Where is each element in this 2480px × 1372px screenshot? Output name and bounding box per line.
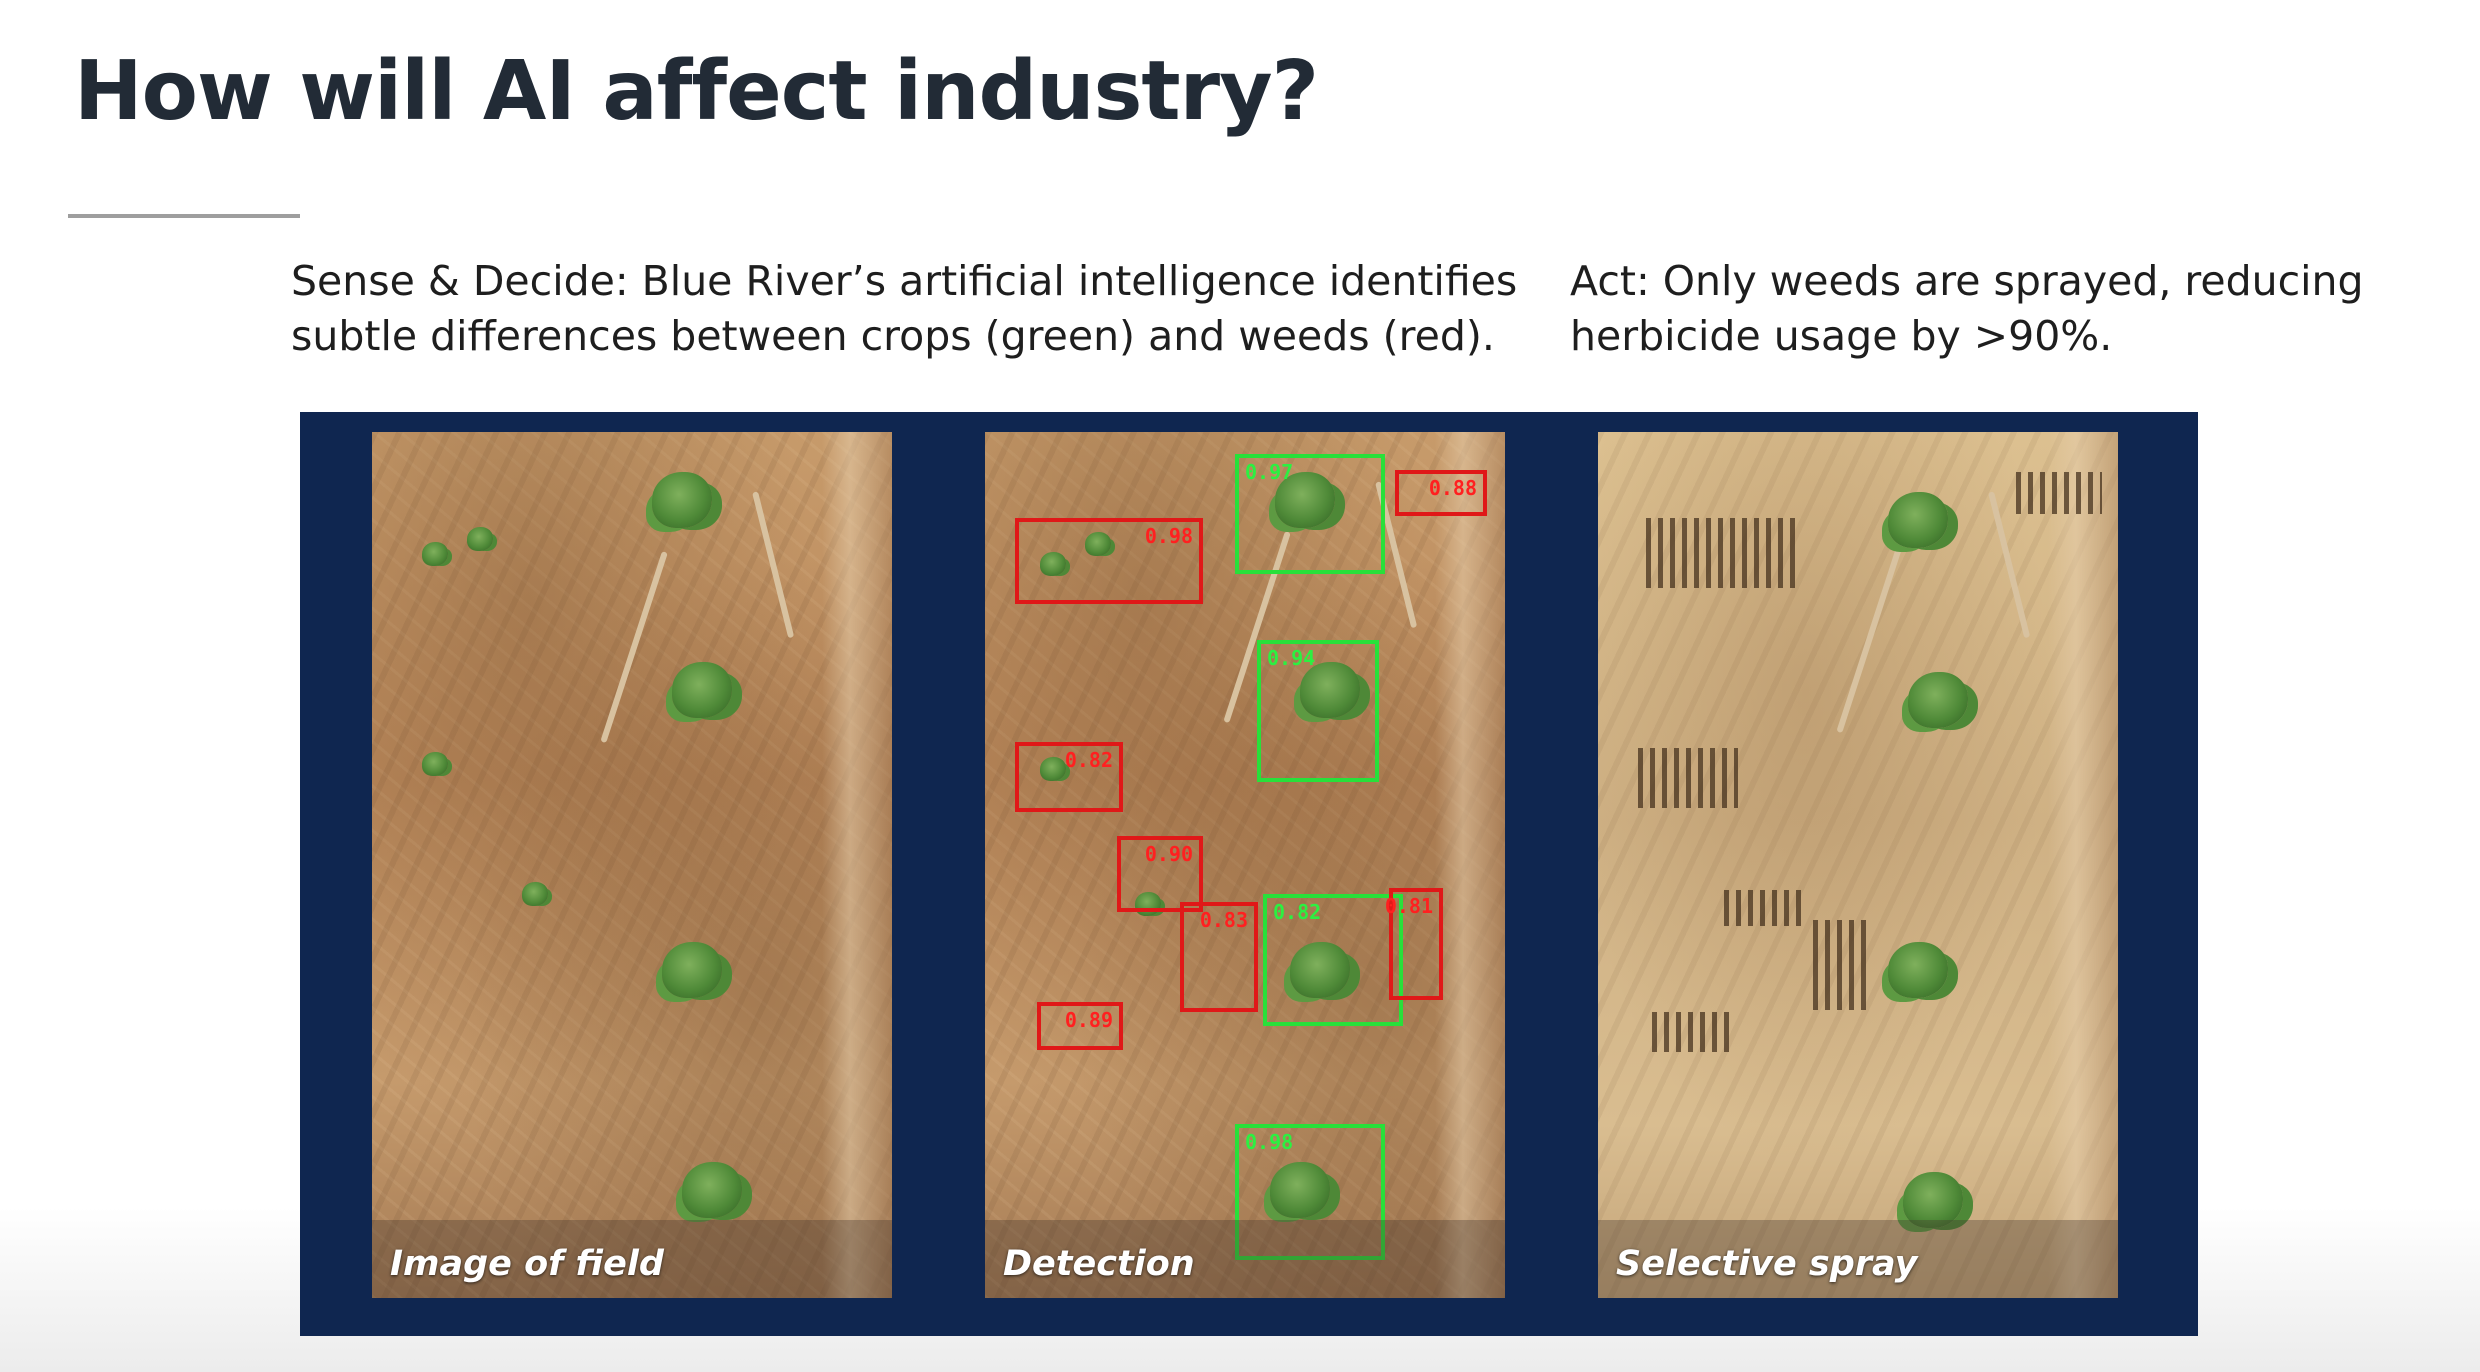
title-underline bbox=[68, 214, 300, 218]
weed-plant bbox=[1085, 532, 1111, 556]
detection-score: 0.94 bbox=[1267, 646, 1316, 670]
weed-plant bbox=[1040, 757, 1066, 781]
crop-detection-box: 0.82 bbox=[1263, 894, 1403, 1026]
crop-plant bbox=[662, 942, 722, 998]
crop-plant bbox=[1290, 942, 1350, 998]
crop-plant bbox=[1300, 662, 1360, 718]
sprayed-patch bbox=[1652, 1012, 1736, 1052]
weed-detection-box: 0.89 bbox=[1037, 1002, 1123, 1050]
weed-detection-box: 0.90 bbox=[1117, 836, 1203, 912]
caption-sense-decide: Sense & Decide: Blue River’s artificial … bbox=[291, 257, 1518, 360]
slide-title: How will AI affect industry? bbox=[74, 44, 1319, 139]
caption-act: Act: Only weeds are sprayed, reducing he… bbox=[1570, 257, 2364, 360]
panel-label-image-of-field: Image of field bbox=[390, 1244, 664, 1284]
panel-label-selective-spray: Selective spray bbox=[1616, 1244, 1918, 1284]
detection-score: 0.81 bbox=[1384, 894, 1433, 918]
crop-plant bbox=[652, 472, 712, 528]
detection-score: 0.83 bbox=[1199, 908, 1248, 932]
weed-detection-box: 0.88 bbox=[1395, 470, 1487, 516]
photo-label-band bbox=[372, 1220, 892, 1298]
crop-plant bbox=[1888, 942, 1948, 998]
sprayed-patch bbox=[1724, 890, 1804, 926]
photo-label-band bbox=[1598, 1220, 2118, 1298]
field-image-photo: Image of field bbox=[372, 432, 892, 1298]
soil-furrow bbox=[822, 432, 892, 1298]
crop-detection-box: 0.97 bbox=[1235, 454, 1385, 574]
plant-stem bbox=[752, 491, 795, 639]
detection-score: 0.89 bbox=[1064, 1008, 1113, 1032]
plant-stem bbox=[600, 551, 668, 744]
weed-plant bbox=[422, 542, 448, 566]
crop-detection-box: 0.94 bbox=[1257, 640, 1379, 782]
soil-furrow bbox=[2048, 432, 2118, 1298]
detection-score: 0.82 bbox=[1273, 900, 1322, 924]
photo-label-band bbox=[985, 1220, 1505, 1298]
crop-detection-box: 0.98 bbox=[1235, 1124, 1385, 1260]
sprayed-patch bbox=[2016, 472, 2102, 514]
sprayed-patch bbox=[1638, 748, 1738, 808]
detection-score: 0.97 bbox=[1245, 460, 1294, 484]
weed-detection-box: 0.82 bbox=[1015, 742, 1123, 812]
sprayed-patch bbox=[1646, 518, 1796, 588]
plant-stem bbox=[1836, 541, 1904, 734]
crop-plant bbox=[1903, 1172, 1963, 1228]
weed-plant bbox=[422, 752, 448, 776]
selective-spray-photo: Selective spray bbox=[1598, 432, 2118, 1298]
detection-score: 0.90 bbox=[1144, 842, 1193, 866]
weed-detection-box: 0.83 bbox=[1180, 902, 1258, 1012]
detection-score: 0.88 bbox=[1428, 476, 1477, 500]
crop-plant bbox=[1275, 472, 1335, 528]
weed-plant bbox=[467, 527, 493, 551]
detection-score: 0.98 bbox=[1245, 1130, 1294, 1154]
image-panel-frame: Image of field 0.97 0.88 0.98 0.94 0.82 … bbox=[300, 412, 2198, 1336]
crop-plant bbox=[672, 662, 732, 718]
weed-detection-box: 0.81 bbox=[1385, 888, 1443, 1000]
detection-photo: 0.97 0.88 0.98 0.94 0.82 0.90 0.83 0.82 … bbox=[985, 432, 1505, 1298]
sprayed-patch bbox=[1813, 920, 1873, 1010]
soil-furrow bbox=[1435, 432, 1505, 1298]
weed-detection-box: 0.98 bbox=[1015, 518, 1203, 604]
weed-plant bbox=[1135, 892, 1161, 916]
detection-score: 0.98 bbox=[1144, 524, 1193, 548]
detection-score: 0.82 bbox=[1064, 748, 1113, 772]
crop-plant bbox=[1908, 672, 1968, 728]
weed-plant bbox=[522, 882, 548, 906]
crop-plant bbox=[1888, 492, 1948, 548]
crop-plant bbox=[1270, 1162, 1330, 1218]
weed-plant bbox=[1040, 552, 1066, 576]
crop-plant bbox=[682, 1162, 742, 1218]
panel-label-detection: Detection bbox=[1003, 1244, 1195, 1284]
